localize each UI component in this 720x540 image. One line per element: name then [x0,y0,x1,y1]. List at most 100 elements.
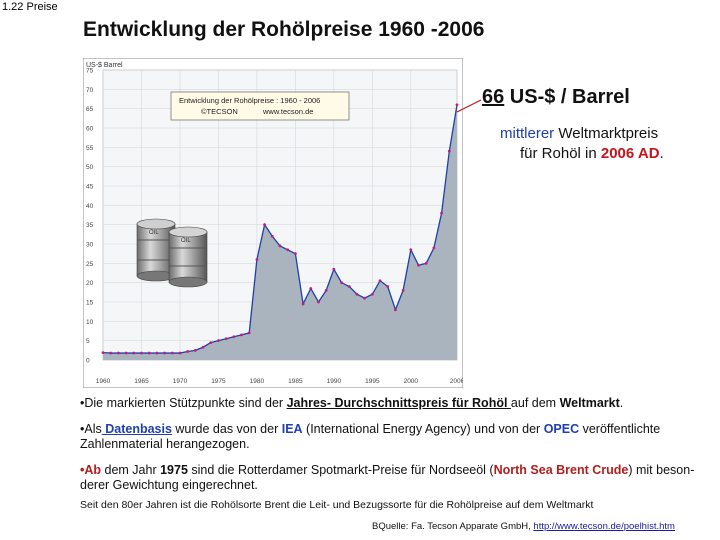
data-point [401,289,405,292]
y-tick-label: 0 [86,358,90,365]
data-point [240,333,243,337]
data-point [340,281,343,285]
y-tick-label: 55 [86,145,94,152]
data-point [170,351,174,355]
bullet-3: •Ab dem Jahr 1975 sind die Rotterdamer S… [80,463,695,492]
data-point [417,263,420,267]
data-point [186,350,190,353]
y-tick-label: 65 [86,106,94,113]
chart-canvas: 0 5 10 15 20 25 30 35 40 45 50 55 60 65 70 75 1960 1965 19… [83,58,463,388]
x-tick-label: 1985 [288,378,303,385]
data-point [317,300,320,304]
inset-title: Entwicklung der Rohölpreise : 1960 - 200… [179,96,320,105]
x-tick-label: 1995 [365,378,380,385]
data-point [116,351,120,355]
data-point [301,302,305,306]
data-point [432,246,436,250]
y-tick-label: 15 [86,300,94,307]
data-point [101,351,105,355]
y-tick-label: 25 [86,261,94,268]
slide-number: 1.22 Preise [2,1,58,13]
x-tick-label: 1970 [173,378,188,385]
data-point [332,267,336,271]
data-point [255,258,259,261]
note-brent: Seit den 80er Jahren ist die Rohölsorte … [80,499,594,511]
data-point [224,337,228,341]
data-point [147,351,151,355]
source-link[interactable]: http://www.tecson.de/poelhist.htm [533,521,675,532]
inset-source-left: ©TECSON [201,107,238,116]
y-axis-label: US-$ Barrel [86,62,123,69]
y-tick-label: 45 [86,184,94,191]
x-tick-label: 1960 [96,378,111,385]
data-markers [101,103,459,355]
x-tick-label: 1975 [211,378,226,385]
y-tick-label: 10 [86,319,94,326]
y-tick-label: 40 [86,203,94,210]
x-tick-label: 2006 [450,378,463,385]
y-tick-label: 35 [86,222,94,229]
bullet-2: •Als Datenbasis wurde das von der IEA (I… [80,422,661,451]
x-tick-label: 1990 [327,378,342,385]
oil-price-chart: 0 5 10 15 20 25 30 35 40 45 50 55 60 65 70 75 1960 1965 19… [83,58,463,388]
slide-title: Entwicklung der Rohölpreise 1960 -2006 [83,18,485,41]
data-point [193,348,197,352]
x-tick-label: 1980 [250,378,265,385]
callout-price-unit: US-$ / Barrel [504,86,630,108]
barrel-label: OIL [149,230,159,236]
oil-barrels-illustration: OIL OIL [136,218,208,288]
data-point [370,292,374,296]
data-point [324,289,328,292]
inset-source-right: www.tecson.de [262,107,313,116]
data-point [270,234,274,238]
y-tick-label: 5 [86,338,90,345]
data-point [163,351,166,355]
y-tick-label: 20 [86,280,94,287]
data-point [278,244,282,248]
callout-price-value: 66 [482,86,505,108]
y-tick-label: 30 [86,242,94,249]
data-point [201,345,205,349]
data-point [140,351,143,355]
bullet-1: •Die markierten Stützpunkte sind der Jah… [80,396,624,410]
chart-inset-label: Entwicklung der Rohölpreise : 1960 - 200… [170,91,350,121]
callout-line1: mittlerer Weltmarktpreis [500,125,659,142]
data-point [378,279,382,283]
callout-price: 66 US-$ / Barrel [482,86,630,109]
data-point [347,285,351,288]
barrel-back: OIL [136,218,176,282]
data-point [455,103,459,107]
axis-ticks: 0 5 10 15 20 25 30 35 40 45 50 55 60 65 70 75 1960 1965 19… [86,68,463,386]
barrel-label: OIL [181,238,191,244]
data-point [293,252,297,256]
data-point [178,351,182,355]
data-point [440,211,444,215]
y-tick-label: 50 [86,164,94,171]
callout-line2: für Rohöl in 2006 AD. [520,145,664,162]
barrel-front: OIL [168,226,208,288]
data-point [447,149,451,153]
data-point [355,292,359,296]
data-point [394,308,397,312]
y-tick-label: 75 [86,68,94,75]
data-point [263,223,267,227]
data-point [155,351,159,355]
inset-frame [170,91,350,121]
x-tick-label: 1965 [134,378,149,385]
data-point [132,351,136,355]
callout-leader-line [456,99,482,113]
data-point [247,331,251,335]
datenbasis-link[interactable]: Datenbasis [101,422,172,436]
y-tick-label: 60 [86,126,94,133]
data-point [409,248,413,252]
data-point [209,341,213,344]
data-point [309,287,313,290]
data-point [217,339,220,343]
data-point [124,351,128,355]
source-line: BQuelle: Fa. Tecson Apparate GmbH, http:… [372,521,675,532]
data-point [363,296,367,300]
y-tick-label: 70 [86,87,94,94]
data-point [109,351,113,355]
data-point [286,248,290,252]
data-point [386,285,390,288]
